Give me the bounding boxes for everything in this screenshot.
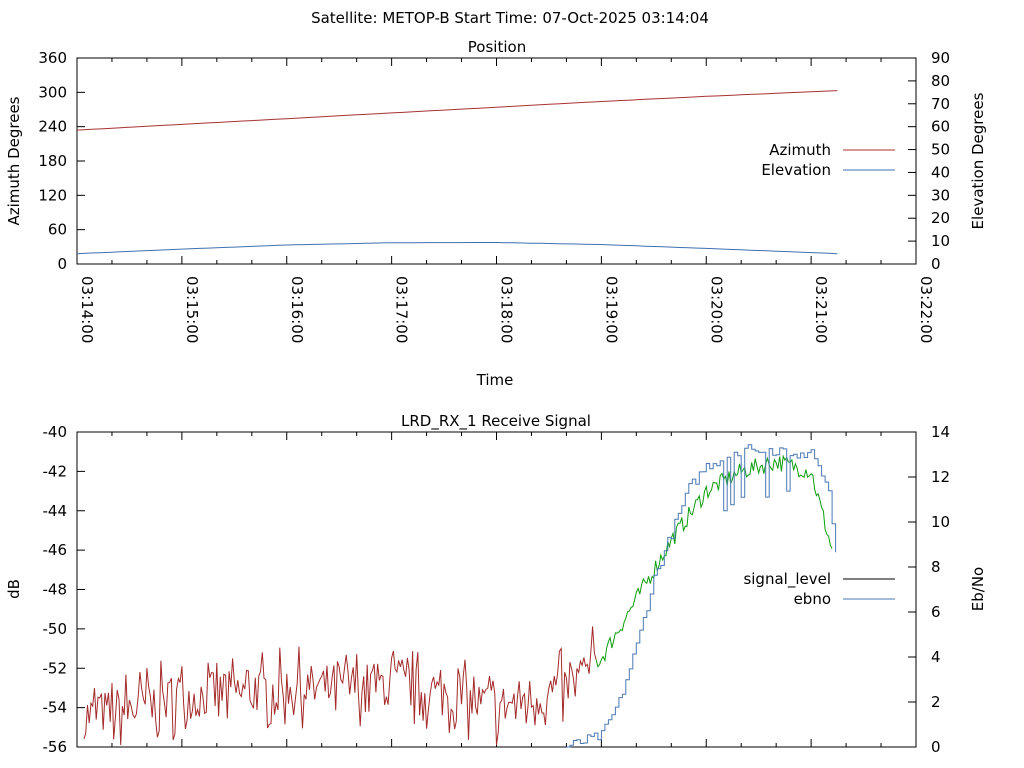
signal-y-axis-label: dB [5, 579, 23, 599]
signal-y2-tick-label: 2 [931, 693, 941, 711]
position-y-axis-label: Azimuth Degrees [5, 96, 23, 225]
position-y-tick-label: 240 [38, 118, 67, 136]
header-title: Satellite: METOP-B Start Time: 07-Oct-20… [311, 9, 709, 27]
series-line-signal-level-low [83, 626, 597, 746]
position-x-tick-label: 03:15:00 [183, 276, 201, 343]
position-x-axis-label: Time [476, 371, 514, 389]
series-line-ebno [566, 444, 837, 748]
position-x-tick-label: 03:16:00 [288, 276, 306, 343]
position-y2-tick-label: 0 [931, 255, 941, 273]
position-y2-tick-label: 90 [931, 49, 950, 67]
legend-label-signal-level: signal_level [743, 570, 831, 589]
legend-label-azimuth: Azimuth [769, 141, 831, 159]
legend-label-ebno: ebno [794, 590, 831, 608]
signal-y-tick-label: -52 [43, 659, 68, 677]
position-y2-tick-label: 40 [931, 163, 950, 181]
position-y2-tick-label: 10 [931, 232, 950, 250]
position-y2-tick-label: 20 [931, 209, 950, 227]
signal-y2-tick-label: 14 [931, 423, 950, 441]
signal-y-tick-label: -46 [43, 541, 68, 559]
signal-y2-tick-label: 12 [931, 468, 950, 486]
position-x-tick-label: 03:20:00 [707, 276, 725, 343]
series-line-elevation [76, 242, 838, 255]
position-y-tick-label: 60 [48, 221, 67, 239]
position-y2-tick-label: 70 [931, 95, 950, 113]
signal-y2-tick-label: 6 [931, 603, 941, 621]
signal-y2-tick-label: 10 [931, 513, 950, 531]
position-y-tick-label: 300 [38, 83, 67, 101]
position-y2-tick-label: 50 [931, 141, 950, 159]
position-y-tick-label: 120 [38, 186, 67, 204]
position-y-tick-label: 0 [57, 255, 67, 273]
position-x-tick-label: 03:19:00 [602, 276, 620, 343]
signal-y2-tick-label: 8 [931, 558, 941, 576]
signal-y-tick-label: -42 [43, 462, 68, 480]
signal-y-tick-label: -40 [43, 423, 68, 441]
position-y-tick-label: 360 [38, 49, 67, 67]
position-y2-axis-label: Elevation Degrees [969, 92, 987, 229]
position-x-tick-label: 03:22:00 [917, 276, 935, 343]
position-legend: Azimuth Elevation [761, 141, 895, 179]
signal-y-tick-label: -44 [43, 502, 68, 520]
position-chart: Position Azimuth Degrees Elevation Degre… [5, 38, 987, 389]
series-line-azimuth [76, 90, 838, 131]
signal-y-tick-label: -54 [43, 699, 68, 717]
signal-y-tick-label: -50 [43, 620, 68, 638]
position-x-tick-label: 03:17:00 [393, 276, 411, 343]
position-chart-title: Position [468, 38, 526, 56]
position-x-tick-label: 03:21:00 [812, 276, 830, 343]
position-y-tick-label: 180 [38, 152, 67, 170]
signal-y2-tick-label: 4 [931, 648, 941, 666]
position-y2-tick-label: 60 [931, 118, 950, 136]
position-x-tick-label: 03:18:00 [498, 276, 516, 343]
legend-label-elevation: Elevation [761, 161, 831, 179]
signal-y-tick-label: -48 [43, 581, 68, 599]
position-x-tick-label: 03:14:00 [78, 276, 96, 343]
signal-y2-axis-label: Eb/No [969, 567, 987, 611]
signal-y-tick-label: -56 [43, 738, 68, 756]
position-y2-tick-label: 30 [931, 186, 950, 204]
series-line-signal-level-high [595, 454, 833, 668]
signal-chart-title: LRD_RX_1 Receive Signal [401, 412, 591, 431]
signal-chart: LRD_RX_1 Receive Signal dB Eb/No -56 -54 -… [5, 412, 987, 756]
position-y2-tick-label: 80 [931, 72, 950, 90]
signal-y2-tick-label: 0 [931, 738, 941, 756]
